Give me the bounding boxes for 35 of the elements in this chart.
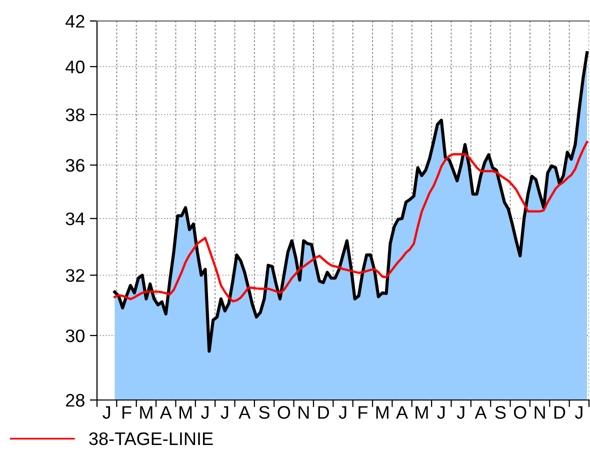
- x-tick-label: O: [278, 406, 290, 419]
- x-tick-label: J: [102, 406, 110, 419]
- line-series: [114, 140, 588, 302]
- x-tick-label: D: [318, 406, 329, 419]
- x-tick-label: A: [160, 406, 172, 419]
- x-tick-label: J: [201, 406, 208, 419]
- y-tick-label: 32: [66, 269, 84, 282]
- x-tick-label: S: [259, 406, 270, 419]
- x-tick-label: N: [534, 406, 545, 419]
- x-tick-label: A: [396, 406, 408, 419]
- x-tick-label: A: [474, 406, 487, 419]
- y-tick-label: 28: [66, 394, 84, 407]
- x-tick-label: F: [122, 406, 132, 419]
- x-tick-label: A: [238, 406, 251, 419]
- y-tick-label: 42: [66, 14, 84, 28]
- x-tick-label: J: [437, 406, 445, 419]
- x-tick-label: M: [416, 406, 428, 419]
- y-tick-label: 30: [66, 329, 84, 342]
- x-tick-label: M: [140, 406, 152, 419]
- x-tick-label: M: [376, 406, 388, 419]
- y-tick-label: 40: [66, 60, 84, 74]
- y-tick-label: 34: [66, 212, 85, 226]
- x-tick-label: J: [574, 406, 582, 419]
- x-tick-label: O: [514, 406, 526, 419]
- x-tick-label: F: [358, 406, 368, 419]
- x-tick-label: J: [456, 406, 464, 419]
- x-tick-label: J: [220, 406, 228, 419]
- x-tick-label: N: [298, 406, 309, 419]
- x-tick-label: D: [554, 406, 566, 419]
- y-tick-label: 36: [66, 159, 84, 172]
- x-tick-label: M: [180, 406, 192, 419]
- legend-label: 38-TAGE-LINIE: [89, 432, 213, 446]
- x-tick-label: J: [338, 406, 346, 419]
- x-tick-label: S: [495, 406, 506, 419]
- y-tick-label: 38: [66, 108, 84, 122]
